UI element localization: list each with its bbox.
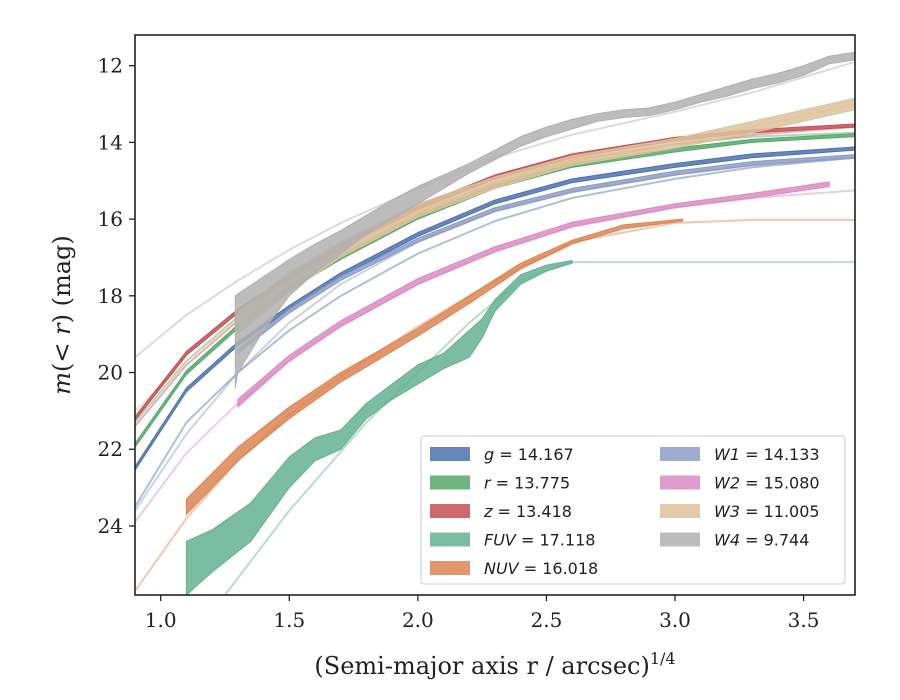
legend-swatch-w4 bbox=[660, 532, 700, 547]
data-band-w2 bbox=[237, 181, 830, 408]
legend-swatch-nuv bbox=[430, 561, 470, 575]
model-curve-g bbox=[135, 156, 855, 508]
x-tick-label: 3.0 bbox=[659, 608, 691, 632]
data-band-w4 bbox=[234, 51, 855, 389]
legend-label-w1: W1 = 14.133 bbox=[714, 445, 820, 464]
data-band-w1 bbox=[237, 154, 855, 354]
y-tick-label: 12 bbox=[98, 54, 123, 78]
y-tick-label: 20 bbox=[98, 361, 123, 385]
legend-label-w2: W2 = 15.080 bbox=[714, 474, 820, 493]
legend-label-g: g = 14.167 bbox=[484, 445, 574, 464]
y-tick-label: 24 bbox=[98, 514, 123, 538]
y-tick-label: 14 bbox=[98, 130, 123, 154]
legend: g = 14.167 r = 13.775 z = 13.418 FUV = 17.1… bbox=[420, 435, 846, 585]
y-tick-label: 22 bbox=[98, 437, 123, 461]
plot-frame bbox=[134, 34, 856, 596]
x-axis-label-text: (Semi-major axis r / arcsec) bbox=[314, 652, 649, 680]
x-axis-ticks: 1.0 1.5 2.0 2.5 3.0 3.5 bbox=[145, 595, 820, 632]
x-axis-label-exponent: 1/4 bbox=[650, 649, 676, 668]
data-band-g bbox=[135, 146, 855, 471]
legend-label-nuv: NUV = 16.018 bbox=[484, 559, 598, 578]
y-tick-label: 18 bbox=[98, 284, 123, 308]
x-tick-label: 1.0 bbox=[145, 608, 177, 632]
y-axis-ticks: 12 14 16 18 20 22 24 bbox=[98, 54, 135, 538]
legend-label-r: r = 13.775 bbox=[484, 474, 570, 493]
y-axis-label-suffix: ) (mag) bbox=[48, 235, 76, 323]
legend-swatch-w1 bbox=[660, 447, 700, 461]
legend-swatch-fuv bbox=[430, 532, 470, 547]
x-axis-label: (Semi-major axis r / arcsec)1/4 bbox=[314, 649, 675, 680]
y-axis-label: m(< r) (mag) bbox=[48, 235, 76, 395]
model-curve-fuv bbox=[224, 261, 855, 595]
model-curve-nuv bbox=[135, 218, 855, 592]
y-axis-label-prefix: ( bbox=[48, 363, 76, 372]
x-tick-label: 2.5 bbox=[531, 608, 563, 632]
legend-label-w4: W4 = 9.744 bbox=[714, 531, 809, 550]
legend-swatch-r bbox=[430, 475, 470, 490]
legend-label-w3: W3 = 11.005 bbox=[714, 502, 820, 521]
legend-label-z: z = 13.418 bbox=[483, 502, 572, 521]
legend-swatch-w2 bbox=[660, 475, 700, 490]
x-tick-label: 1.5 bbox=[273, 608, 305, 632]
y-tick-label: 16 bbox=[98, 207, 123, 231]
data-band-nuv bbox=[185, 218, 684, 515]
legend-swatch-g bbox=[430, 447, 470, 461]
legend-swatch-z bbox=[430, 504, 470, 518]
series-layer bbox=[135, 51, 855, 595]
y-axis-label-var: < r bbox=[48, 322, 76, 363]
legend-label-fuv: FUV = 17.118 bbox=[484, 531, 595, 550]
legend-box bbox=[420, 435, 846, 585]
x-tick-label: 2.0 bbox=[402, 608, 434, 632]
x-tick-label: 3.5 bbox=[788, 608, 820, 632]
data-band-fuv bbox=[185, 260, 573, 595]
legend-swatch-w3 bbox=[660, 504, 700, 518]
